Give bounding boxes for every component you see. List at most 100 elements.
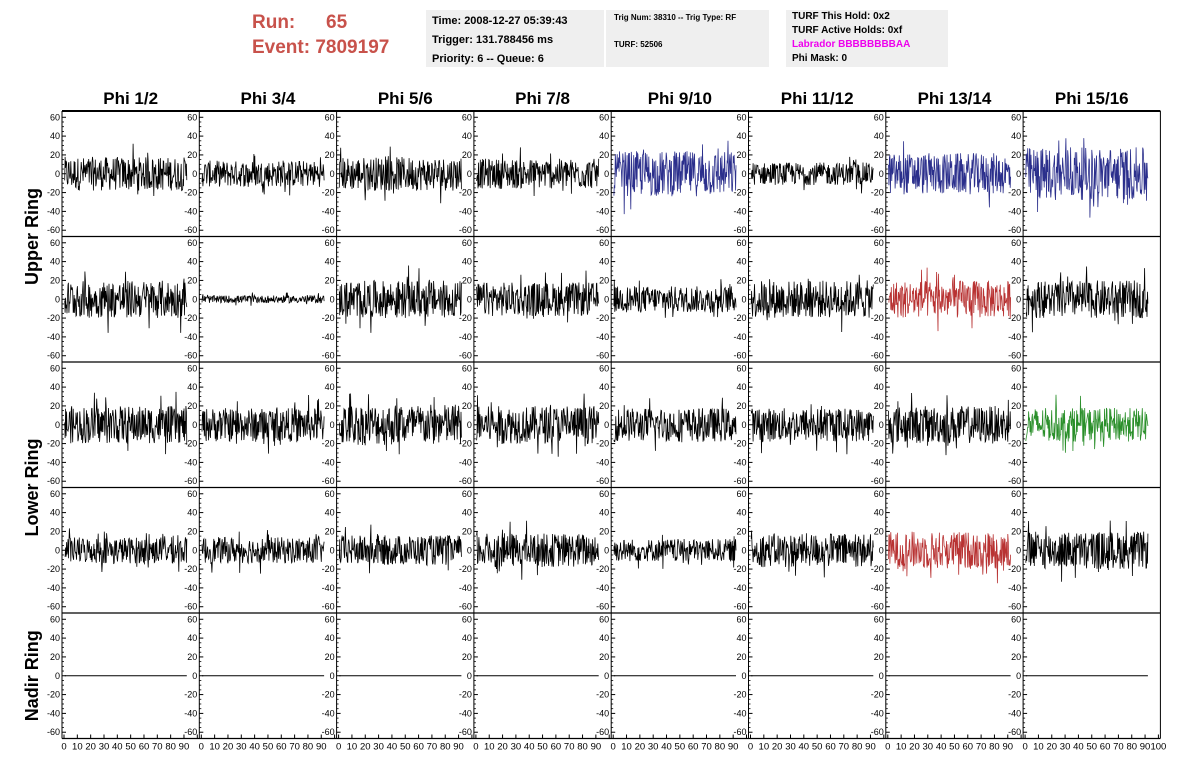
y-tick-label: -20 — [322, 439, 335, 449]
waveform-panel: 60 40 20 0 -20 -40 -60 — [322, 362, 462, 488]
y-tick-label: 40 — [1011, 382, 1021, 392]
y-tick-label: 60 — [50, 489, 60, 499]
waveform-panel: 60 40 20 0 -20 -40 -60 — [47, 487, 188, 613]
x-tick-label: 90 — [865, 742, 876, 753]
x-tick-label: 70 — [839, 742, 850, 753]
y-tick-label: 20 — [736, 652, 746, 662]
waveform-trace — [64, 271, 188, 333]
y-tick-label: -40 — [47, 457, 60, 467]
y-tick-label: 60 — [736, 489, 746, 499]
x-tick-label: 80 — [577, 742, 588, 753]
x-tick-label: 80 — [165, 742, 176, 753]
y-tick-label: 20 — [1011, 401, 1021, 411]
x-tick-label: 60 — [413, 742, 424, 753]
y-tick-label: 20 — [1011, 275, 1021, 285]
turf-active-holds-text: TURF Active Holds: 0xf — [792, 25, 903, 36]
x-tick-label: 40 — [387, 742, 398, 753]
waveform-panel: 60 40 20 0 -20 -40 -60 — [184, 487, 325, 613]
y-tick-label: 20 — [736, 526, 746, 536]
event-value: 7809197 — [315, 37, 390, 58]
y-tick-label: 20 — [1011, 150, 1021, 160]
y-tick-label: -20 — [1008, 313, 1021, 323]
y-tick-label: -40 — [184, 457, 197, 467]
waveform-panel: 60 40 20 0 -20 -40 -60 — [47, 362, 188, 488]
y-tick-label: 40 — [874, 633, 884, 643]
y-tick-label: 20 — [50, 526, 60, 536]
y-tick-label: -40 — [733, 583, 746, 593]
y-tick-label: -60 — [322, 476, 335, 486]
x-tick-label: 40 — [936, 742, 947, 753]
y-tick-label: -60 — [1008, 476, 1021, 486]
y-tick-label: -40 — [871, 332, 884, 342]
y-tick-label: -60 — [596, 476, 609, 486]
y-tick-label: 60 — [187, 238, 197, 248]
y-tick-label: -20 — [459, 313, 472, 323]
y-tick-label: -60 — [871, 727, 884, 737]
y-tick-label: 40 — [50, 131, 60, 141]
y-tick-label: 0 — [741, 545, 746, 555]
y-tick-label: -40 — [322, 457, 335, 467]
x-tick-label: 60 — [688, 742, 699, 753]
x-tick-label: 0 — [473, 742, 478, 753]
waveform-trace — [201, 292, 325, 306]
y-tick-label: 0 — [879, 420, 884, 430]
x-tick-label: 0 — [611, 742, 616, 753]
y-tick-label: 0 — [741, 420, 746, 430]
y-tick-label: -20 — [596, 313, 609, 323]
x-tick-label: 30 — [511, 742, 522, 753]
y-tick-label: 20 — [462, 275, 472, 285]
y-tick-label: -20 — [733, 188, 746, 198]
x-tick-label: 20 — [360, 742, 371, 753]
y-tick-label: 0 — [741, 671, 746, 681]
y-tick-label: 60 — [462, 489, 472, 499]
y-tick-label: 20 — [187, 275, 197, 285]
x-tick-label: 40 — [249, 742, 260, 753]
y-tick-label: 60 — [874, 112, 884, 122]
x-tick-label: 70 — [564, 742, 575, 753]
y-tick-label: 40 — [50, 257, 60, 267]
y-tick-label: 60 — [736, 112, 746, 122]
y-tick-label: -60 — [1008, 351, 1021, 361]
y-tick-label: -60 — [184, 727, 197, 737]
waveform-panel: 60 40 20 0 -20 -40 -60 — [184, 362, 325, 488]
y-tick-label: 0 — [192, 420, 197, 430]
y-tick-label: 60 — [874, 238, 884, 248]
y-tick-label: 0 — [330, 294, 335, 304]
y-tick-label: -60 — [322, 727, 335, 737]
waveform-panel: 60 40 20 0 -20 -40 -60 — [322, 236, 462, 362]
y-tick-label: 60 — [874, 363, 884, 373]
y-tick-label: 20 — [187, 150, 197, 160]
y-tick-label: 40 — [736, 382, 746, 392]
y-tick-label: 60 — [325, 363, 335, 373]
x-tick-label: 70 — [289, 742, 300, 753]
y-tick-label: 20 — [325, 150, 335, 160]
y-tick-label: 40 — [462, 633, 472, 643]
y-tick-label: 60 — [325, 614, 335, 624]
y-tick-label: -40 — [322, 583, 335, 593]
y-tick-label: 20 — [50, 150, 60, 160]
waveform-panel: 60 40 20 0 -20 -40 -60 — [47, 111, 188, 237]
waveform-panel: 60 40 20 0 -20 -40 -60 — [596, 111, 737, 237]
waveform-panel: 60 40 20 0 -20 -40 -60 — [596, 613, 736, 739]
phi-mask-text: Phi Mask: 0 — [792, 53, 848, 64]
waveform-trace — [613, 534, 737, 569]
x-tick-label: 60 — [1100, 742, 1111, 753]
trig-num-text: Trig Num: 38310 -- Trig Type: RF — [614, 13, 737, 22]
run-event-header: Run: 65 Event: 7809197 — [252, 10, 389, 60]
y-tick-label: 40 — [325, 131, 335, 141]
y-tick-label: 0 — [55, 420, 60, 430]
x-tick-label: 20 — [223, 742, 234, 753]
y-tick-label: 40 — [187, 633, 197, 643]
waveform-trace — [64, 528, 188, 573]
y-tick-label: 0 — [330, 545, 335, 555]
y-tick-label: 40 — [736, 633, 746, 643]
y-tick-label: -20 — [47, 439, 60, 449]
y-tick-label: 20 — [325, 652, 335, 662]
y-tick-label: -20 — [459, 188, 472, 198]
x-tick-label: 40 — [799, 742, 810, 753]
x-tick-label: 50 — [263, 742, 274, 753]
y-tick-label: -20 — [733, 313, 746, 323]
y-tick-label: 60 — [187, 489, 197, 499]
x-tick-label: 80 — [852, 742, 863, 753]
y-tick-label: -40 — [596, 206, 609, 216]
